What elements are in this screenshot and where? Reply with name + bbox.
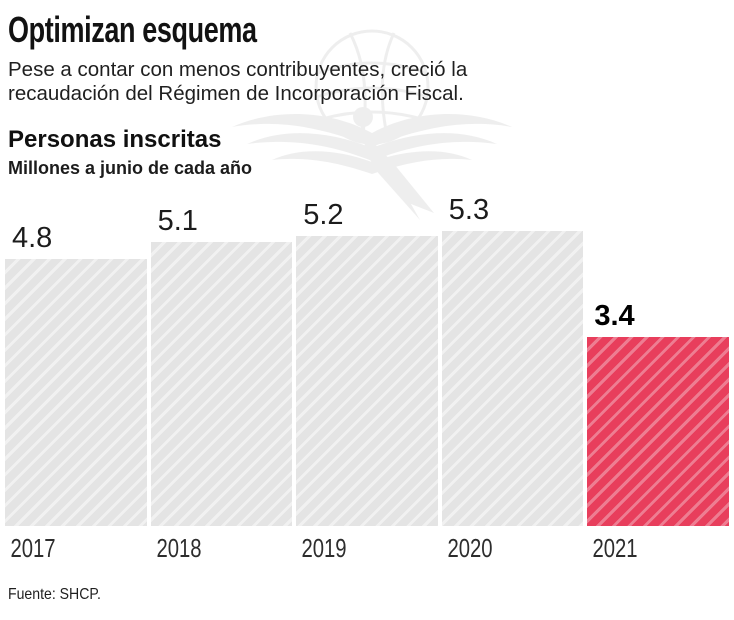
bar-value-label: 4.8 xyxy=(12,222,53,254)
bar-value-label: 3.4 xyxy=(594,300,635,332)
bar-2021-highlighted xyxy=(587,337,729,526)
bar-value-label: 5.1 xyxy=(157,205,198,237)
bar-column-2020: 5.3 xyxy=(441,192,584,526)
x-axis-label-2019: 2019 xyxy=(301,533,347,563)
bar-value-label: 5.2 xyxy=(303,199,344,231)
header: Optimizan esquema Pese a contar con meno… xyxy=(0,0,734,179)
x-axis-label-2020: 2020 xyxy=(447,533,493,563)
x-axis-label-2021: 2021 xyxy=(592,533,638,563)
bar-2018 xyxy=(150,242,293,526)
chart-units-label: Millones a junio de cada año xyxy=(8,158,253,178)
bar-2020 xyxy=(441,231,584,526)
bar-column-2017: 4.8 xyxy=(5,192,147,526)
page-title: Optimizan esquema xyxy=(8,9,257,50)
subtitle: Pese a contar con menos contribuyentes, … xyxy=(8,58,724,106)
subtitle-line-2: recaudación del Régimen de Incorporación… xyxy=(8,82,464,105)
chart-heading: Personas inscritas xyxy=(8,126,222,153)
bar-column-2021: 3.4 xyxy=(587,192,729,526)
bar-2017 xyxy=(5,259,147,526)
subtitle-line-1: Pese a contar con menos contribuyentes, … xyxy=(8,58,468,81)
bar-value-label: 5.3 xyxy=(448,194,490,226)
bar-chart: 4.8 5.1 5.2 5.3 3.4 xyxy=(0,192,734,526)
x-axis: 2017 2018 2019 2020 2021 xyxy=(0,533,734,563)
source-note: Fuente: SHCP. xyxy=(8,586,101,603)
bar-2019 xyxy=(296,236,438,526)
bar-column-2018: 5.1 xyxy=(150,192,293,526)
x-axis-label-2018: 2018 xyxy=(156,533,202,563)
bar-column-2019: 5.2 xyxy=(296,192,438,526)
x-axis-label-2017: 2017 xyxy=(10,533,56,563)
